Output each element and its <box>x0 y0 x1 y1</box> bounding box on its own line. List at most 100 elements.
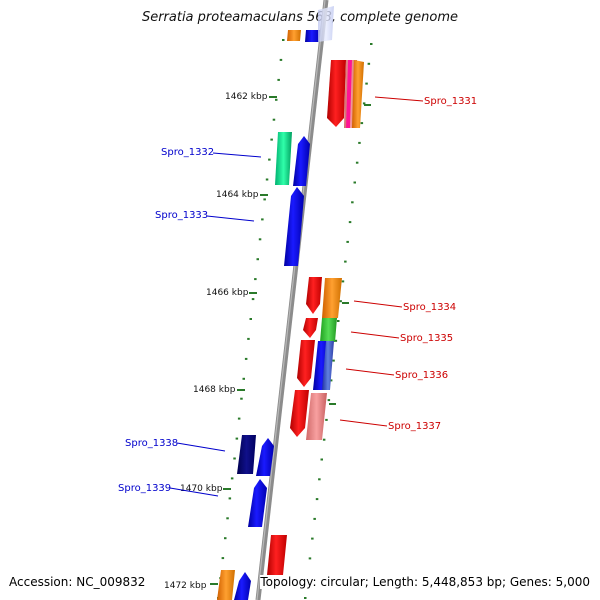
tick-1472: 1472 kbp <box>164 581 218 591</box>
scale-dot <box>348 221 352 224</box>
label-spro-1339: Spro_1339 <box>118 483 219 497</box>
scale-dot <box>341 280 345 283</box>
gene-label: Spro_1339 <box>118 483 171 494</box>
scale-dot <box>221 557 225 560</box>
label-spro-1332: Spro_1332 <box>161 147 262 158</box>
scale-dot <box>320 458 323 461</box>
gene-label: Spro_1338 <box>125 438 178 449</box>
tick-1466: 1466 kbp <box>206 288 257 298</box>
label-spro-1334: Spro_1334 <box>353 300 456 313</box>
tick-label: 1462 kbp <box>225 92 268 102</box>
scale-dot <box>367 62 371 65</box>
scale-dot <box>358 141 361 144</box>
scale-dot <box>351 201 354 204</box>
scale-dot <box>233 457 236 460</box>
gene-spro-1337 <box>290 390 327 440</box>
gene-spro-1336 <box>297 340 334 390</box>
scale-dot <box>315 498 319 501</box>
gene-bottom-minus <box>217 570 251 600</box>
scale-dot <box>265 178 269 181</box>
scale-dot <box>268 158 271 161</box>
tick-label: 1472 kbp <box>164 581 207 591</box>
tick-1470: 1470 kbp <box>180 484 231 494</box>
scale-dot <box>251 298 255 301</box>
scale-dot <box>226 517 229 520</box>
scale-dot <box>370 43 373 45</box>
tick-label: 1466 kbp <box>206 288 249 298</box>
scale-dot <box>261 218 264 221</box>
label-spro-1331: Spro_1331 <box>374 96 477 107</box>
gene-label: Spro_1337 <box>388 421 441 432</box>
scale-dot <box>249 318 252 320</box>
genome-backbone-highlight <box>256 0 326 600</box>
scale-dot <box>270 138 273 141</box>
scale-dot <box>329 379 333 382</box>
scale-dot <box>237 417 241 420</box>
scale-dot <box>282 39 285 41</box>
scale-dot <box>279 58 283 61</box>
scale-dot <box>308 557 312 560</box>
genome-stats-text: Topology: circular; Length: 5,448,853 bp… <box>260 575 590 589</box>
genome-title: Serratia proteamaculans 568, complete ge… <box>141 10 459 25</box>
label-spro-1338: Spro_1338 <box>125 438 226 452</box>
scale-dot <box>247 337 250 340</box>
scale-dot <box>353 181 356 184</box>
gene-label: Spro_1331 <box>424 96 477 107</box>
scale-dot <box>242 377 245 380</box>
scale-dot <box>240 397 243 400</box>
scale-dot <box>355 161 359 164</box>
scale-dot <box>346 240 349 243</box>
gene-spro-1333 <box>284 187 304 266</box>
label-spro-1337: Spro_1337 <box>339 419 441 432</box>
genome-backbone <box>255 0 329 600</box>
scale-dot <box>334 339 338 342</box>
gene-top-plus <box>287 6 334 42</box>
gene-label: Spro_1332 <box>161 147 214 158</box>
gene-label: Spro_1335 <box>400 333 453 344</box>
scale-dot <box>244 357 248 360</box>
scale-dot <box>235 437 239 440</box>
scale-dot <box>254 278 257 281</box>
scale-dot <box>313 517 316 520</box>
label-spro-1335: Spro_1335 <box>350 331 453 344</box>
scale-dot <box>224 537 227 540</box>
scale-dot <box>365 82 368 85</box>
scale-dot <box>339 300 342 303</box>
scale-dot <box>322 438 326 441</box>
scale-dot <box>362 102 366 105</box>
gene-spro-1335 <box>303 318 337 342</box>
scale-dot <box>318 478 321 481</box>
scale-dot <box>272 118 276 121</box>
scale-dot <box>263 198 266 201</box>
gene-spro-1334 <box>306 277 342 318</box>
right-ticks <box>329 104 371 405</box>
scale-dot <box>275 98 278 101</box>
accession-text: Accession: NC_009832 <box>9 575 146 589</box>
label-spro-1336: Spro_1336 <box>345 368 448 381</box>
tick-label: 1470 kbp <box>180 484 223 494</box>
scale-dot <box>325 418 328 421</box>
gene-bottom-plus <box>267 535 287 575</box>
scale-dot <box>327 399 331 402</box>
scale-dot <box>230 477 234 480</box>
tick-1464: 1464 kbp <box>216 190 268 200</box>
scale-dot <box>258 238 262 241</box>
label-spro-1333: Spro_1333 <box>155 210 255 222</box>
gene-spro-1339 <box>248 479 267 527</box>
scale-dot <box>277 78 280 81</box>
gene-spro-1338 <box>237 435 274 476</box>
scale-dot <box>228 497 232 500</box>
gene-spro-1331 <box>327 60 364 128</box>
gene-label: Spro_1334 <box>403 302 456 313</box>
scale-dot <box>337 320 340 322</box>
tick-1468: 1468 kbp <box>193 385 245 395</box>
tick-label: 1468 kbp <box>193 385 236 395</box>
scale-dot <box>344 260 347 263</box>
tick-label: 1464 kbp <box>216 190 259 200</box>
gene-label: Spro_1336 <box>395 370 448 381</box>
scale-dot <box>256 258 259 261</box>
scale-dot <box>311 537 314 540</box>
gene-label: Spro_1333 <box>155 210 208 221</box>
gene-spro-1332 <box>275 132 310 186</box>
